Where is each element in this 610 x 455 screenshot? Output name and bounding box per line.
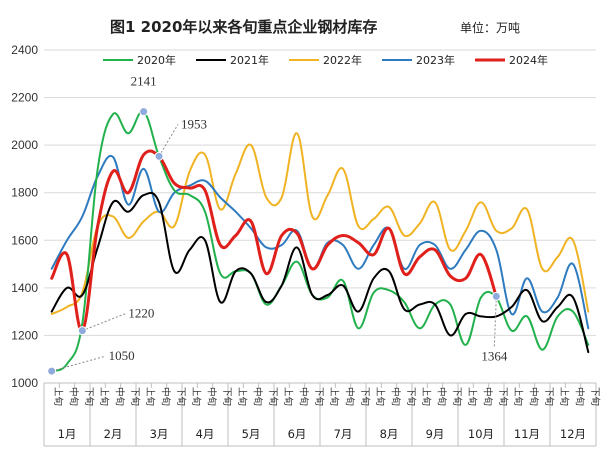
month-label: 2月 [104,427,123,441]
annotation-marker [47,366,57,376]
series-lines [50,110,590,373]
month-label: 11月 [514,427,540,441]
x-tick-label: 上旬 [328,387,340,406]
legend-label: 2023年 [416,53,455,67]
x-tick-label: 中旬 [206,387,218,406]
x-tick-label: 下旬 [497,387,509,406]
unit-label: 单位：万吨 [460,20,520,35]
chart-title: 图1 2020年以来各旬重点企业钢材库存 [110,18,377,36]
legend-label: 2024年 [509,53,548,67]
y-tick-label: 2000 [11,138,38,152]
y-tick-label: 1400 [11,281,38,295]
series-line-2023年 [50,154,590,330]
series-line-2022年 [50,132,590,315]
series-line-2021年 [50,191,590,354]
annotations: 2141 1953 1220 1050 1364 [47,74,508,376]
annotation-leader [158,124,179,157]
x-tick-label: 中旬 [68,387,80,406]
x-tick-label: 下旬 [221,387,233,406]
x-tick-label: 中旬 [298,387,310,406]
x-tick-label: 下旬 [405,387,417,406]
annotation-marker [491,291,501,301]
month-label: 8月 [380,427,399,441]
annotation-label: 1050 [109,348,135,363]
annotation-label: 1953 [181,116,207,131]
legend: 2020年 2021年 2022年 2023年 2024年 [103,53,548,67]
y-tick-label: 1200 [11,328,38,342]
month-label: 3月 [150,427,169,441]
x-tick-label: 上旬 [466,387,478,406]
annotation-leader [51,355,106,372]
legend-label: 2022年 [323,53,362,67]
annotation-label: 1220 [128,306,154,321]
annotation-marker [77,326,87,336]
annotation-leader [82,313,126,332]
x-tick-label: 上旬 [190,387,202,406]
x-tick-label: 下旬 [313,387,325,406]
x-tick-label: 下旬 [129,387,141,406]
x-tick-label: 下旬 [267,387,279,406]
x-tick-label: 下旬 [83,387,95,406]
annotation-leader [493,296,497,347]
x-tick-label: 下旬 [175,387,187,406]
x-tick-label: 上旬 [52,387,64,406]
x-tick-label: 中旬 [344,387,356,406]
x-tick-label: 中旬 [114,387,126,406]
month-label: 12月 [560,427,586,441]
month-label: 1月 [58,427,77,441]
x-tick-label: 下旬 [543,387,555,406]
month-label: 7月 [334,427,353,441]
series-line-2024年 [50,149,498,333]
y-tick-label: 1800 [11,186,38,200]
annotation-marker [139,107,149,117]
x-tick-label: 中旬 [482,387,494,406]
series-line-2020年 [50,110,590,373]
x-tick-label: 上旬 [558,387,570,406]
x-tick-label: 上旬 [236,387,248,406]
x-tick-label: 中旬 [390,387,402,406]
y-tick-label: 1600 [11,233,38,247]
y-tick-label: 2200 [11,91,38,105]
x-tick-label: 上旬 [420,387,432,406]
y-axis: 1000 1200 1400 1600 1800 2000 2200 2400 [11,43,38,390]
x-tick-label: 下旬 [359,387,371,406]
month-label: 4月 [196,427,215,441]
grid [44,49,596,384]
x-axis: 上旬 中旬 下旬 上旬 中旬 下旬 上旬 中旬 下旬 上旬 中旬 下旬 上旬 中旬 下旬 上旬 中旬 下旬 上旬 中旬… [43,382,601,447]
y-tick-label: 1000 [11,376,38,390]
month-label: 10月 [468,427,494,441]
month-label: 6月 [288,427,307,441]
annotation-label: 1364 [481,348,508,363]
month-label: 5月 [242,427,261,441]
x-tick-label: 中旬 [252,387,264,406]
x-tick-label: 中旬 [436,387,448,406]
y-tick-label: 2400 [11,43,38,57]
x-tick-label: 中旬 [160,387,172,406]
month-label: 9月 [426,427,445,441]
x-tick-label: 上旬 [98,387,110,406]
x-tick-label: 上旬 [374,387,386,406]
x-tick-label: 下旬 [589,387,601,406]
annotation-marker [154,151,164,161]
x-tick-label: 上旬 [512,387,524,406]
x-tick-label: 上旬 [282,387,294,406]
x-tick-label: 中旬 [574,387,586,406]
x-tick-label: 上旬 [144,387,156,406]
x-tick-label: 下旬 [451,387,463,406]
legend-label: 2021年 [230,53,269,67]
x-tick-label: 中旬 [528,387,540,406]
annotation-label: 2141 [131,74,157,89]
legend-label: 2020年 [137,53,176,67]
